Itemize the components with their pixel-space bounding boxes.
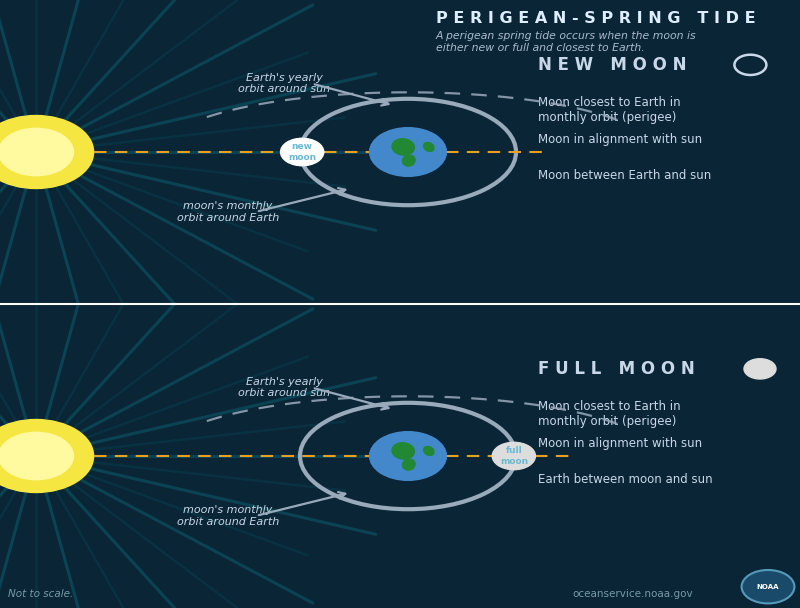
Circle shape <box>742 570 794 603</box>
Text: Moon in alignment with sun: Moon in alignment with sun <box>538 437 702 450</box>
Circle shape <box>0 128 74 176</box>
Ellipse shape <box>423 446 434 455</box>
Circle shape <box>0 432 74 480</box>
Text: N E W   M O O N: N E W M O O N <box>538 56 686 74</box>
Text: Moon in alignment with sun: Moon in alignment with sun <box>538 133 702 146</box>
Text: moon's monthly
orbit around Earth: moon's monthly orbit around Earth <box>177 505 279 527</box>
Circle shape <box>370 432 446 480</box>
Text: moon's monthly
orbit around Earth: moon's monthly orbit around Earth <box>177 201 279 223</box>
Text: new
moon: new moon <box>288 142 316 162</box>
Text: Moon closest to Earth in
monthly orbit (perigee): Moon closest to Earth in monthly orbit (… <box>538 400 680 428</box>
Circle shape <box>492 443 535 469</box>
Text: A perigean spring tide occurs when the moon is
either new or full and closest to: A perigean spring tide occurs when the m… <box>436 32 697 53</box>
Text: full
moon: full moon <box>500 446 528 466</box>
Ellipse shape <box>423 142 434 151</box>
Circle shape <box>744 359 776 379</box>
Text: Not to scale.: Not to scale. <box>8 589 74 599</box>
Text: oceanservice.noaa.gov: oceanservice.noaa.gov <box>572 589 693 599</box>
Text: NOAA: NOAA <box>757 584 779 590</box>
Text: P E R I G E A N - S P R I N G   T I D E: P E R I G E A N - S P R I N G T I D E <box>436 11 756 26</box>
Circle shape <box>281 138 324 166</box>
Text: F U L L   M O O N: F U L L M O O N <box>538 360 694 378</box>
Text: Earth between moon and sun: Earth between moon and sun <box>538 473 712 486</box>
Text: Earth's yearly
orbit around sun: Earth's yearly orbit around sun <box>238 377 330 398</box>
Text: Moon between Earth and sun: Moon between Earth and sun <box>538 169 711 182</box>
Circle shape <box>370 128 446 176</box>
Ellipse shape <box>402 459 415 470</box>
Ellipse shape <box>402 155 415 166</box>
Circle shape <box>0 420 94 492</box>
Circle shape <box>0 116 94 188</box>
Ellipse shape <box>392 443 414 459</box>
Text: Earth's yearly
orbit around sun: Earth's yearly orbit around sun <box>238 73 330 94</box>
Ellipse shape <box>392 139 414 155</box>
Text: Moon closest to Earth in
monthly orbit (perigee): Moon closest to Earth in monthly orbit (… <box>538 96 680 124</box>
